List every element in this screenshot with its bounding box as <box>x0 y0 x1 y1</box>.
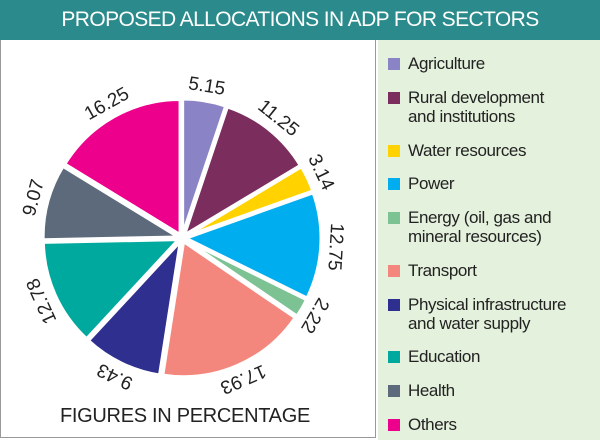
pie-slice <box>41 238 182 341</box>
legend-item: Education <box>388 347 594 366</box>
legend-swatch <box>388 298 400 311</box>
legend-swatch <box>388 58 400 70</box>
legend-swatch <box>388 264 400 277</box>
legend-item: Agriculture <box>388 54 594 73</box>
legend-item: Energy (oil, gas and mineral resources) <box>388 208 594 246</box>
pie-slice <box>184 238 309 319</box>
legend-label: Education <box>408 347 481 367</box>
legend-label: Physical infrastructure and water supply <box>408 294 567 333</box>
legend-label: Water resources <box>408 140 527 160</box>
legend-label: Health <box>408 381 455 401</box>
footnote: FIGURES IN PERCENTAGE <box>59 405 311 427</box>
legend-swatch <box>388 351 400 364</box>
pie-slice <box>181 97 228 235</box>
legend-label: Power <box>408 174 455 194</box>
pie-slice <box>62 98 182 238</box>
legend-label: Others <box>408 414 457 434</box>
pie-chart: 5.1511.253.1412.752.2217.939.4312.789.07… <box>19 73 347 398</box>
chart-title: PROPOSED ALLOCATIONS IN ADP FOR SECTORS <box>0 0 600 40</box>
legend-label: Transport <box>408 260 477 280</box>
legend-label: Rural development and institutions <box>408 87 544 126</box>
data-label: 12.75 <box>323 223 347 272</box>
pie-slice <box>182 190 323 301</box>
pie-slice <box>181 104 303 239</box>
pie-slice <box>184 164 315 238</box>
legend: Agriculture Rural development and institu… <box>378 40 600 440</box>
data-label: 5.15 <box>187 73 227 100</box>
legend-swatch <box>388 144 400 157</box>
legend-swatch <box>388 212 400 225</box>
legend-item: Water resources <box>388 141 594 160</box>
pie-slice <box>161 239 298 379</box>
legend-swatch <box>388 178 400 191</box>
legend-item: Others <box>388 415 594 434</box>
legend-item: Physical infrastructure and water supply <box>388 295 594 333</box>
legend-label: Agriculture <box>408 54 485 73</box>
legend-label: Energy (oil, gas and mineral resources) <box>408 208 552 247</box>
pie-slice <box>86 236 183 377</box>
legend-swatch <box>388 385 400 398</box>
legend-item: Rural development and institutions <box>388 88 594 126</box>
legend-swatch <box>388 418 400 431</box>
legend-item: Health <box>388 381 594 400</box>
legend-item: Power <box>388 174 594 193</box>
pie-slice <box>41 164 184 242</box>
pie-panel <box>0 40 376 438</box>
legend-item: Transport <box>388 261 594 280</box>
legend-swatch <box>388 91 400 104</box>
